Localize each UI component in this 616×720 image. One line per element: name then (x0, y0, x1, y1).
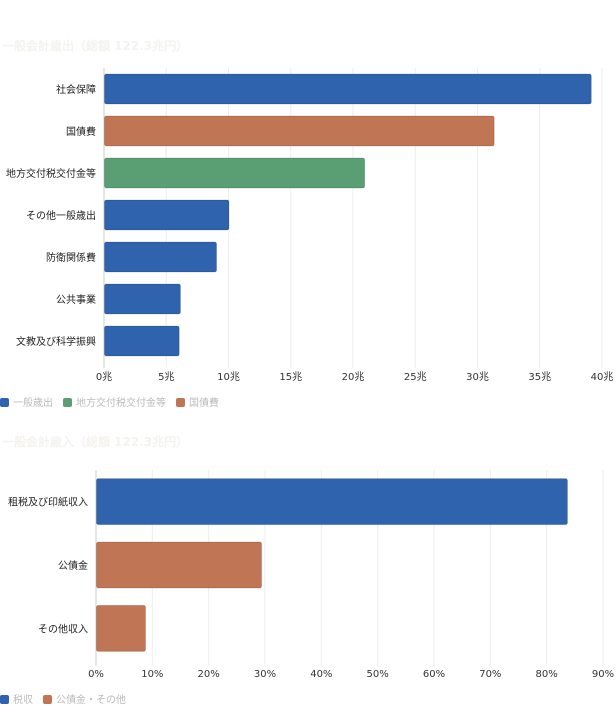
bar (104, 325, 180, 357)
x-tick-label: 20% (198, 669, 220, 680)
x-tick-label: 0% (88, 669, 104, 680)
bar (96, 604, 147, 652)
x-tick-label: 80% (536, 669, 558, 680)
legend-item[interactable]: 一般歳出 (0, 394, 53, 409)
chart2-legend: 税収 公債金・その他 (0, 691, 126, 706)
category-label: 公債金 (58, 559, 88, 572)
x-tick-label: 40兆 (591, 371, 614, 383)
category-label: 文教及び科学振興 (16, 335, 96, 348)
legend-swatch (0, 398, 9, 407)
legend-item[interactable]: 国債費 (176, 394, 219, 409)
x-tick-label: 20兆 (342, 371, 365, 383)
x-tick-label: 50% (367, 669, 389, 680)
legend-item[interactable]: 税収 (0, 691, 33, 706)
x-tick-label: 30% (254, 669, 276, 680)
chart2-title: 一般会計歳入（総額 122.3兆円） (2, 435, 189, 449)
x-tick-label: 40% (310, 669, 332, 680)
category-label: その他収入 (38, 622, 88, 635)
legend-label: 公債金・その他 (56, 695, 126, 706)
x-tick-label: 25兆 (404, 371, 427, 383)
chart1-title: 一般会計歳出（総額 122.3兆円） (2, 39, 189, 53)
x-tick-label: 30兆 (466, 371, 489, 383)
x-tick-label: 70% (479, 669, 501, 680)
legend-item[interactable]: 公債金・その他 (43, 691, 126, 706)
bar (104, 283, 181, 315)
legend-label: 税収 (13, 695, 33, 706)
category-label: 租税及び印紙収入 (8, 496, 88, 509)
x-tick-label: 90% (592, 669, 614, 680)
x-tick-label: 10兆 (217, 371, 240, 383)
expenditure-chart: 0兆 5兆 10兆 15兆 20兆 25兆 30兆 35兆 40兆 社会保障国債費地方交付税交付金… (6, 68, 614, 383)
bar (104, 241, 218, 273)
legend-swatch (0, 695, 9, 704)
x-tick-label: 10% (141, 669, 163, 680)
category-label: 防衛関係費 (46, 251, 96, 264)
category-label: 公共事業 (56, 293, 96, 306)
x-tick-label: 0兆 (96, 371, 112, 383)
x-tick-label: 5兆 (158, 371, 174, 383)
legend-swatch (63, 398, 72, 407)
revenue-chart: 0% 10% 20% 30% 40% 50% 60% 70% 80% 90% 租税及び印紙収入公債金… (8, 470, 614, 680)
x-tick-label: 15兆 (279, 371, 302, 383)
legend-label: 一般歳出 (13, 398, 53, 409)
bar (104, 115, 495, 147)
category-label: 国債費 (66, 125, 96, 138)
x-tick-label: 60% (423, 669, 445, 680)
category-label: その他一般歳出 (26, 209, 96, 222)
bar (104, 157, 366, 189)
legend-swatch (43, 695, 52, 704)
legend-swatch (176, 398, 185, 407)
category-label: 社会保障 (56, 83, 96, 96)
bar (104, 199, 230, 231)
bar (104, 73, 592, 105)
legend-label: 地方交付税交付金等 (76, 398, 166, 409)
chart1-legend: 一般歳出 地方交付税交付金等 国債費 (0, 394, 219, 409)
legend-label: 国債費 (189, 398, 219, 409)
bar (96, 478, 568, 526)
bar (96, 541, 263, 589)
category-label: 地方交付税交付金等 (6, 167, 96, 180)
x-tick-label: 35兆 (528, 371, 551, 383)
legend-item[interactable]: 地方交付税交付金等 (63, 394, 166, 409)
